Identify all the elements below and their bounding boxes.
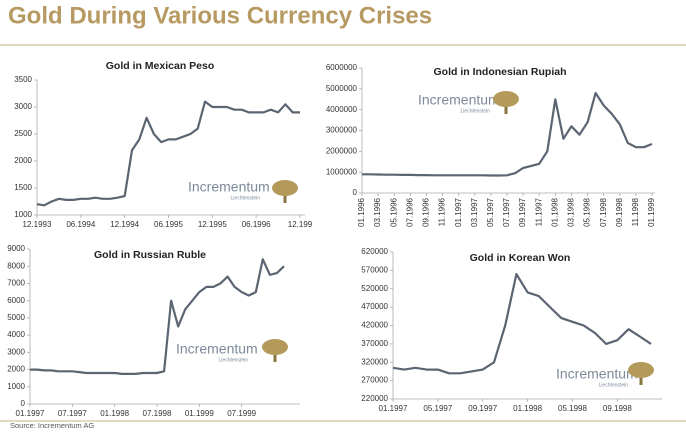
logo-crown bbox=[262, 339, 288, 355]
x-tick-label: 05.1997 bbox=[486, 197, 495, 226]
y-tick-label: 3000000 bbox=[326, 126, 358, 135]
logo-trunk bbox=[504, 102, 508, 114]
x-tick-label: 01.1998 bbox=[550, 197, 559, 226]
logo-trunk bbox=[273, 350, 277, 362]
x-tick-label: 01.1997 bbox=[454, 197, 463, 226]
x-tick-label: 05.1997 bbox=[423, 404, 452, 413]
price-line bbox=[36, 100, 300, 207]
logo-crown bbox=[628, 362, 654, 378]
y-tick-label: 5000000 bbox=[326, 84, 358, 93]
y-tick-label: 370000 bbox=[361, 339, 388, 348]
y-tick-label: 6000000 bbox=[326, 63, 358, 72]
logo-trunk bbox=[283, 191, 287, 203]
x-tick-label: 09.1997 bbox=[518, 197, 527, 226]
x-tick-label: 12.1994 bbox=[110, 220, 139, 229]
x-tick-label: 01.1997 bbox=[16, 409, 45, 418]
x-tick-label: 07.1998 bbox=[599, 197, 608, 226]
y-tick-label: 1500 bbox=[14, 183, 32, 192]
y-tick-label: 2500 bbox=[14, 129, 32, 138]
y-tick-label: 320000 bbox=[361, 357, 388, 366]
y-tick-label: 8000 bbox=[7, 261, 25, 270]
y-tick-label: 2000000 bbox=[326, 146, 358, 155]
y-tick-label: 4000000 bbox=[326, 105, 358, 114]
x-tick-label: 06.1996 bbox=[242, 220, 271, 229]
y-tick-label: 2000 bbox=[14, 156, 32, 165]
slide-title: Gold During Various Currency Crises bbox=[8, 2, 432, 29]
x-tick-label: 09.1997 bbox=[468, 404, 497, 413]
source: Source: Incrementum AG bbox=[10, 421, 94, 430]
logo-sub: Liechtenstein bbox=[599, 382, 629, 388]
x-tick-label: 01.1997 bbox=[379, 404, 408, 413]
logo-trunk bbox=[639, 373, 643, 385]
chart-title: Gold in Russian Ruble bbox=[94, 249, 206, 261]
x-tick-label: 06.1995 bbox=[154, 220, 183, 229]
y-tick-label: 3000 bbox=[14, 102, 32, 111]
logo-name: Incrementum bbox=[188, 179, 270, 195]
y-tick-label: 1000000 bbox=[326, 167, 358, 176]
y-tick-label: 5000 bbox=[7, 313, 25, 322]
y-tick-label: 0 bbox=[353, 188, 358, 197]
logo-sub: Liechtenstein bbox=[231, 195, 261, 201]
y-tick-label: 270000 bbox=[361, 376, 388, 385]
y-tick-label: 9000 bbox=[7, 244, 25, 253]
x-tick-label: 09.1998 bbox=[603, 404, 632, 413]
x-tick-label: 01.1998 bbox=[513, 404, 542, 413]
x-tick-label: 07.1999 bbox=[227, 409, 256, 418]
x-tick-label: 05.1998 bbox=[583, 197, 592, 226]
chart-title: Gold in Mexican Peso bbox=[106, 60, 215, 72]
y-tick-label: 520000 bbox=[361, 284, 388, 293]
y-tick-label: 620000 bbox=[361, 247, 388, 256]
y-tick-label: 220000 bbox=[361, 394, 388, 403]
price-line bbox=[30, 258, 285, 375]
x-tick-label: 07.1998 bbox=[143, 409, 172, 418]
price-line bbox=[362, 91, 653, 177]
x-tick-label: 12.1995 bbox=[198, 220, 227, 229]
y-tick-label: 3500 bbox=[14, 75, 32, 84]
y-tick-label: 4000 bbox=[7, 330, 25, 339]
y-tick-label: 420000 bbox=[361, 321, 388, 330]
y-tick-label: 1000 bbox=[7, 382, 25, 391]
y-tick-label: 2000 bbox=[7, 365, 25, 374]
logo-crown bbox=[272, 180, 298, 196]
x-tick-label: 01.1999 bbox=[185, 409, 214, 418]
x-tick-label: 05.1998 bbox=[558, 404, 587, 413]
y-tick-label: 7000 bbox=[7, 279, 25, 288]
x-tick-label: 07.1996 bbox=[405, 197, 414, 226]
x-tick-label: 03.1998 bbox=[567, 197, 576, 226]
chart-title: Gold in Indonesian Rupiah bbox=[434, 66, 567, 78]
x-tick-label: 01.1998 bbox=[100, 409, 129, 418]
logo-name: Incrementum bbox=[176, 341, 258, 357]
price-line bbox=[392, 273, 652, 375]
y-tick-label: 6000 bbox=[7, 296, 25, 305]
x-tick-label: 03.1997 bbox=[470, 197, 479, 226]
chart-title: Gold in Korean Won bbox=[470, 252, 571, 264]
x-tick-label: 11.1997 bbox=[534, 197, 543, 226]
x-tick-label: 06.1994 bbox=[66, 220, 95, 229]
x-tick-label: 11.1996 bbox=[438, 197, 447, 226]
logo-sub: Liechtenstein bbox=[461, 108, 491, 114]
x-tick-label: 01.1999 bbox=[647, 197, 656, 226]
logo-name: Incrementum bbox=[418, 92, 500, 108]
x-tick-label: 09.1996 bbox=[422, 197, 431, 226]
x-tick-label: 12.1993 bbox=[23, 220, 52, 229]
y-tick-label: 570000 bbox=[361, 265, 388, 274]
logo-name: Incrementum bbox=[556, 366, 638, 382]
logo-crown bbox=[493, 91, 519, 107]
x-tick-label: 03.1996 bbox=[373, 197, 382, 226]
x-tick-label: 09.1998 bbox=[615, 197, 624, 226]
x-tick-label: 11.1998 bbox=[631, 197, 640, 226]
logo-sub: Liechtenstein bbox=[219, 357, 249, 363]
y-tick-label: 470000 bbox=[361, 302, 388, 311]
y-tick-label: 3000 bbox=[7, 347, 25, 356]
x-tick-label: 07.1997 bbox=[502, 197, 511, 226]
y-tick-label: 0 bbox=[21, 399, 26, 408]
x-tick-label: 07.1997 bbox=[58, 409, 87, 418]
x-tick-label: 01.1996 bbox=[357, 197, 366, 226]
x-tick-label: 05.1996 bbox=[389, 197, 398, 226]
y-tick-label: 1000 bbox=[14, 210, 32, 219]
x-tick-label: 12.199 bbox=[288, 220, 313, 229]
